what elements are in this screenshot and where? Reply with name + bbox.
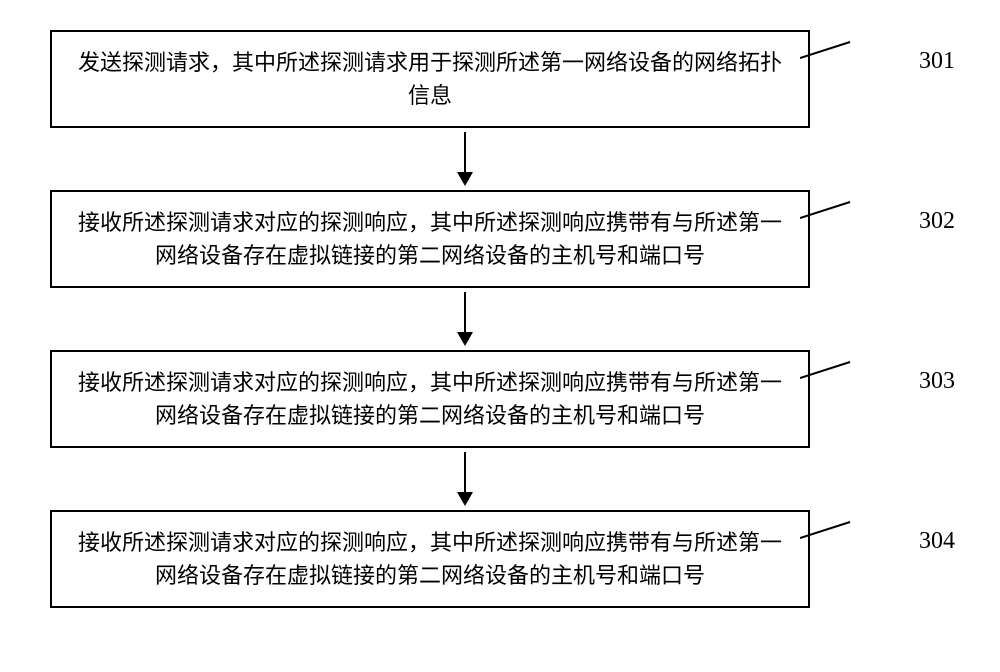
leader-line-303	[800, 360, 890, 362]
step-label-301: 301	[919, 48, 955, 75]
leader-line-301	[800, 40, 890, 42]
box-wrapper-1: 发送探测请求，其中所述探测请求用于探测所述第一网络设备的网络拓扑信息 301	[40, 30, 800, 128]
step-row-2: 接收所述探测请求对应的探测响应，其中所述探测响应携带有与所述第一网络设备存在虚拟…	[40, 190, 880, 288]
box-wrapper-3: 接收所述探测请求对应的探测响应，其中所述探测响应携带有与所述第一网络设备存在虚拟…	[40, 350, 800, 448]
step-box-301: 发送探测请求，其中所述探测请求用于探测所述第一网络设备的网络拓扑信息	[50, 30, 810, 128]
step-label-302: 302	[919, 208, 955, 235]
arrow-1	[85, 132, 845, 186]
leader-line-302	[800, 200, 890, 202]
leader-line-304	[800, 520, 890, 522]
step-box-302: 接收所述探测请求对应的探测响应，其中所述探测响应携带有与所述第一网络设备存在虚拟…	[50, 190, 810, 288]
box-wrapper-2: 接收所述探测请求对应的探测响应，其中所述探测响应携带有与所述第一网络设备存在虚拟…	[40, 190, 800, 288]
box-wrapper-4: 接收所述探测请求对应的探测响应，其中所述探测响应携带有与所述第一网络设备存在虚拟…	[40, 510, 800, 608]
step-label-303: 303	[919, 368, 955, 395]
step-box-304: 接收所述探测请求对应的探测响应，其中所述探测响应携带有与所述第一网络设备存在虚拟…	[50, 510, 810, 608]
step-row-3: 接收所述探测请求对应的探测响应，其中所述探测响应携带有与所述第一网络设备存在虚拟…	[40, 350, 880, 448]
step-label-304: 304	[919, 528, 955, 555]
step-row-4: 接收所述探测请求对应的探测响应，其中所述探测响应携带有与所述第一网络设备存在虚拟…	[40, 510, 880, 608]
arrow-2	[85, 292, 845, 346]
step-row-1: 发送探测请求，其中所述探测请求用于探测所述第一网络设备的网络拓扑信息 301	[40, 30, 880, 128]
step-box-303: 接收所述探测请求对应的探测响应，其中所述探测响应携带有与所述第一网络设备存在虚拟…	[50, 350, 810, 448]
arrow-3	[85, 452, 845, 506]
flowchart-container: 发送探测请求，其中所述探测请求用于探测所述第一网络设备的网络拓扑信息 301 接…	[0, 30, 1000, 608]
